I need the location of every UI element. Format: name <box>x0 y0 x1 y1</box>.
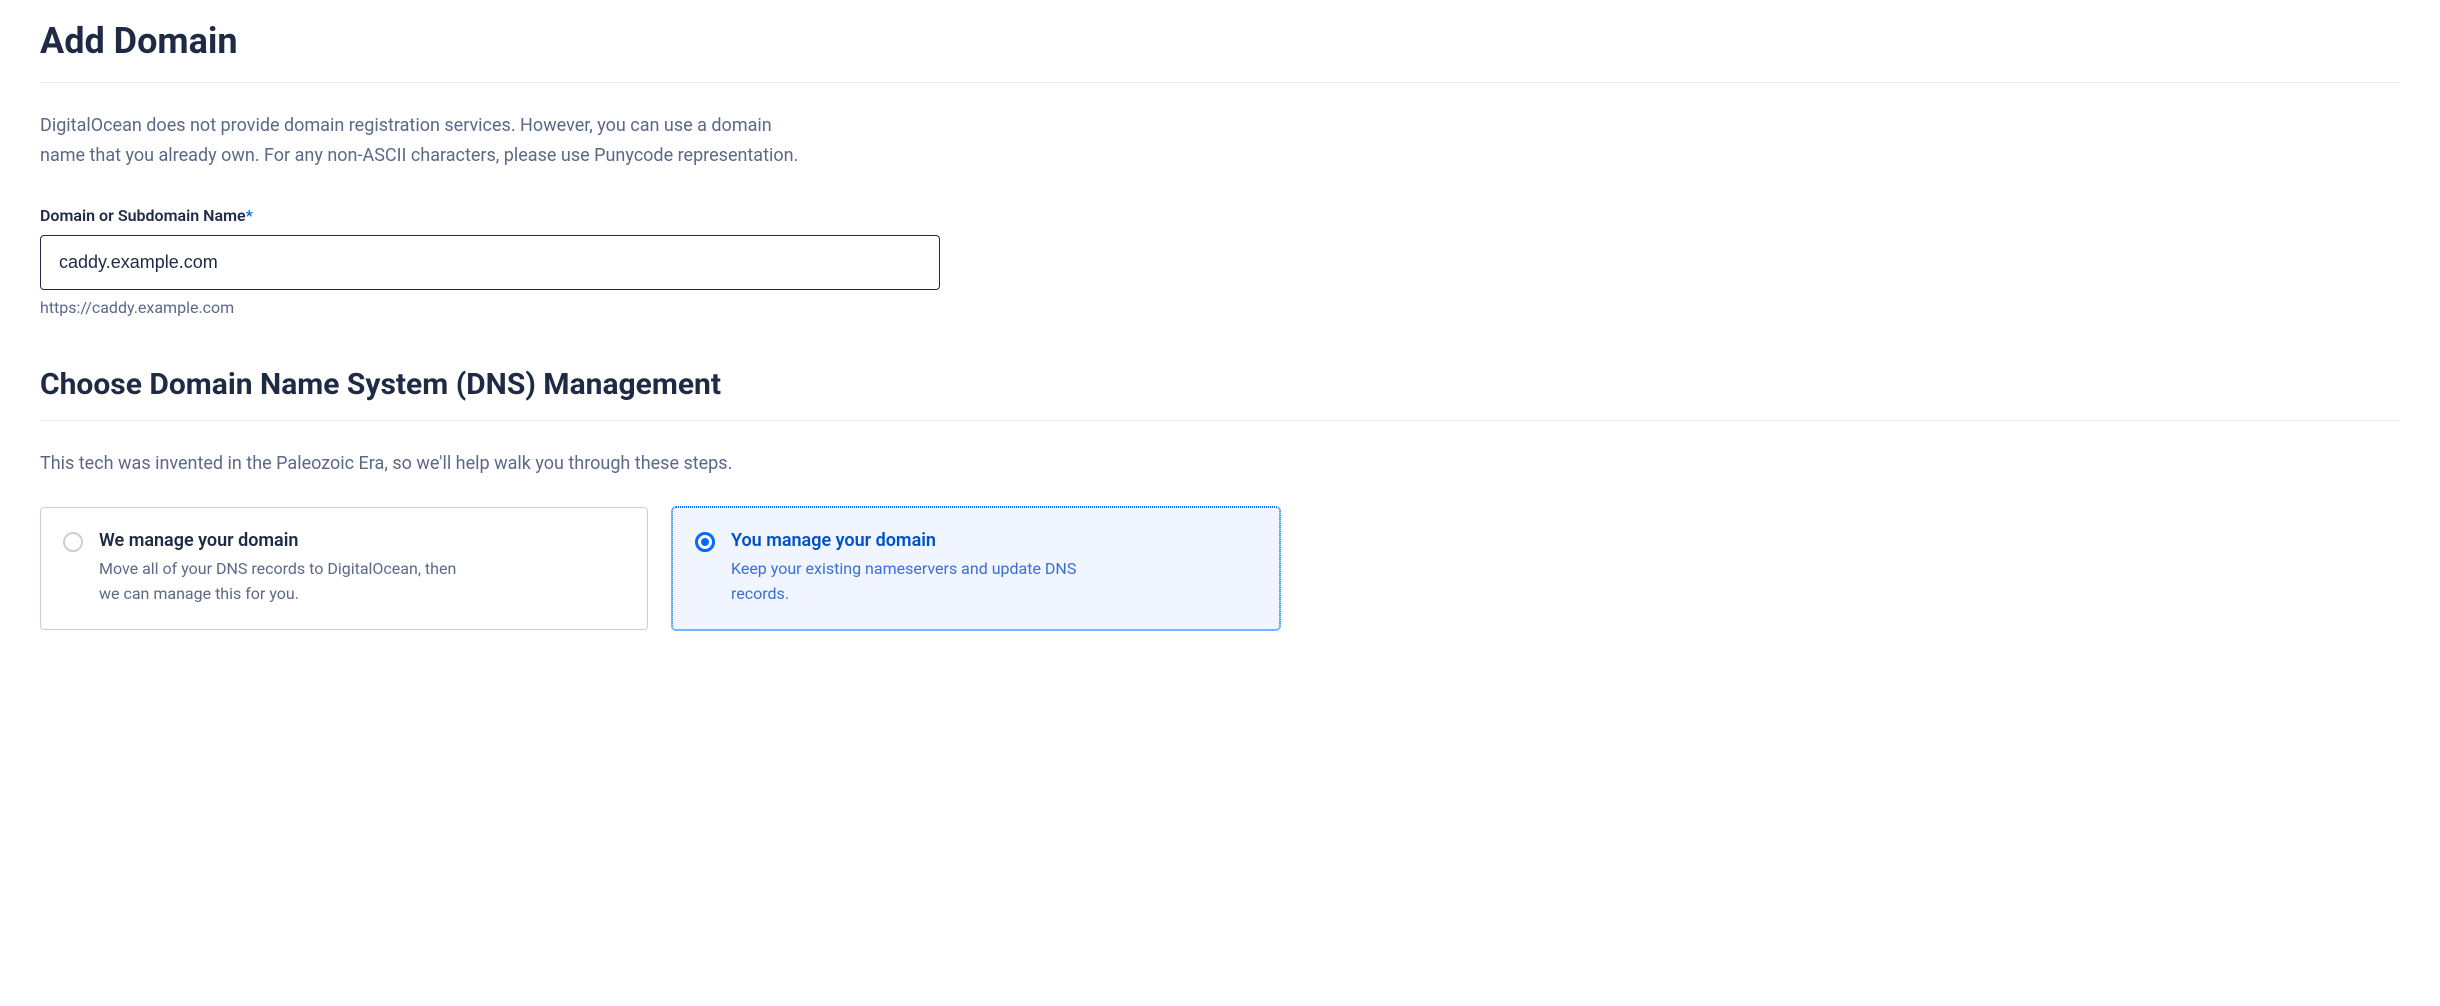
option-desc: Move all of your DNS records to DigitalO… <box>99 557 459 607</box>
domain-helper-text: https://caddy.example.com <box>40 298 2400 317</box>
radio-icon <box>695 532 715 552</box>
page-title: Add Domain <box>40 20 2400 62</box>
dns-section-intro: This tech was invented in the Paleozoic … <box>40 449 800 479</box>
option-title: You manage your domain <box>731 530 1257 551</box>
domain-input[interactable] <box>40 235 940 290</box>
option-you-manage[interactable]: You manage your domain Keep your existin… <box>672 507 1280 630</box>
domain-label-text: Domain or Subdomain Name <box>40 206 246 225</box>
title-divider <box>40 82 2400 83</box>
option-desc: Keep your existing nameservers and updat… <box>731 557 1091 607</box>
dns-options-row: We manage your domain Move all of your D… <box>40 507 1280 630</box>
option-title: We manage your domain <box>99 530 625 551</box>
domain-field-group: Domain or Subdomain Name* https://caddy.… <box>40 206 2400 317</box>
domain-field-label: Domain or Subdomain Name* <box>40 206 253 225</box>
option-we-manage[interactable]: We manage your domain Move all of your D… <box>40 507 648 630</box>
dns-divider <box>40 420 2400 421</box>
option-body: We manage your domain Move all of your D… <box>99 530 625 607</box>
dns-section-title: Choose Domain Name System (DNS) Manageme… <box>40 367 2400 402</box>
intro-text: DigitalOcean does not provide domain reg… <box>40 111 800 170</box>
radio-icon <box>63 532 83 552</box>
required-mark: * <box>246 206 253 225</box>
option-body: You manage your domain Keep your existin… <box>731 530 1257 607</box>
